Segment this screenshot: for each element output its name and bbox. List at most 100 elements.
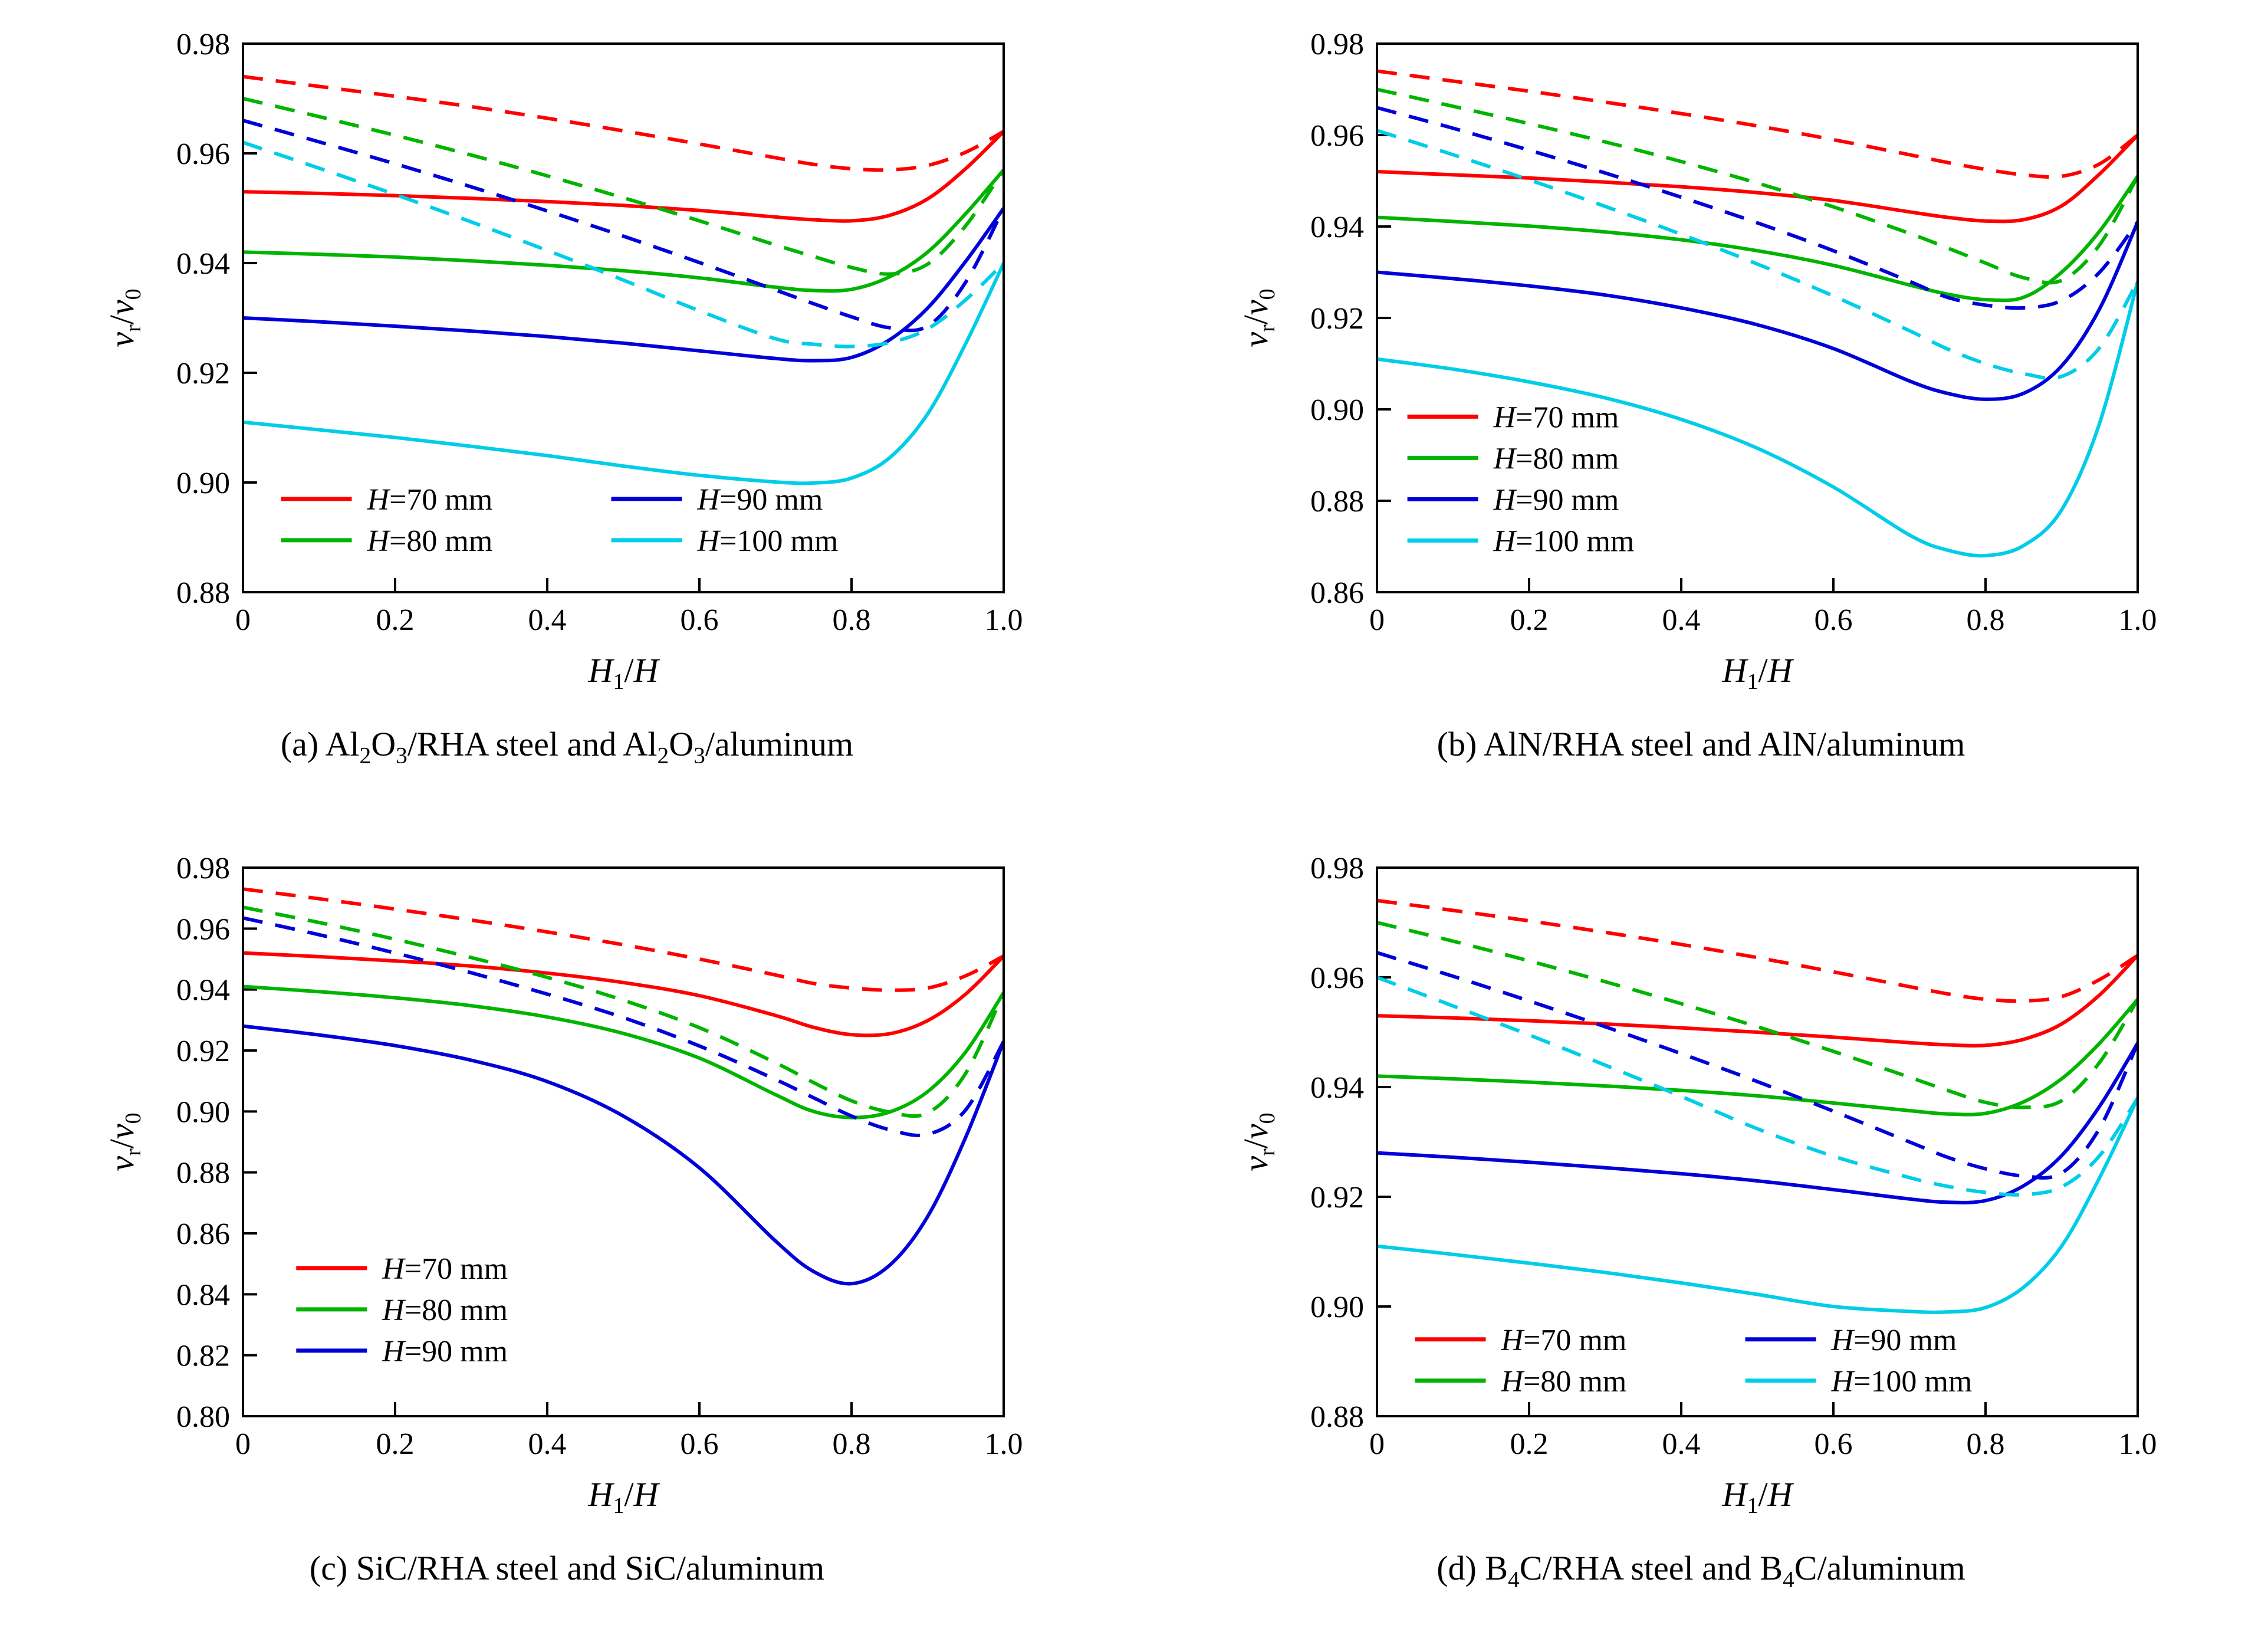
chart-b: 0 0.2 0.4 0.6 0.8 1.0 0.86 0.88 0.90 0.92 0.94 0.96… — [1237, 28, 2157, 694]
y-tick-label: 0.94 — [1310, 211, 1364, 244]
legend-label: H=100 mm — [696, 524, 838, 558]
x-tick-label: 0.8 — [832, 603, 870, 637]
x-tick-label: 1.0 — [984, 1427, 1023, 1461]
series-line — [242, 97, 1004, 276]
series-line — [242, 916, 1004, 1137]
series-line — [242, 168, 1004, 293]
series-line — [242, 984, 1004, 1120]
axis-frame — [241, 42, 1005, 593]
series-line — [1376, 898, 2138, 1003]
series-line — [1376, 281, 2138, 558]
x-tick-label: 1.0 — [2118, 1427, 2157, 1461]
y-tick-label: 0.84 — [176, 1278, 230, 1312]
y-axis-label: vr/v0 — [1237, 1112, 1280, 1171]
y-tick-label: 0.86 — [176, 1217, 230, 1251]
legend-label: H=90 mm — [382, 1335, 508, 1368]
x-axis-label: H1/H — [1721, 651, 1794, 694]
chart-d: 0 0.2 0.4 0.6 0.8 1.0 0.88 0.90 0.92 0.94 0.96 0.98… — [1237, 852, 2157, 1518]
y-tick-label: 0.82 — [176, 1340, 230, 1373]
y-tick-label: 0.94 — [1310, 1071, 1364, 1105]
series-line — [242, 207, 1004, 363]
y-tick-label: 0.98 — [176, 28, 230, 61]
series-line — [1376, 976, 2138, 1197]
y-tick-label: 0.92 — [1310, 1181, 1364, 1214]
y-tick-label: 0.96 — [1310, 961, 1364, 995]
x-tick-label: 0.6 — [680, 1427, 718, 1461]
series-line — [242, 74, 1004, 172]
legend-label: H=70 mm — [1493, 400, 1619, 434]
panel-a: 0 0.2 0.4 0.6 0.8 1.0 0.88 0.90 0.92 0.94 0.96 0.98… — [0, 0, 1134, 824]
legend-label: H=90 mm — [1493, 483, 1619, 517]
x-tick-label: 0.2 — [1510, 603, 1548, 637]
legend-label: H=100 mm — [1493, 524, 1634, 558]
caption-c: (c) SiC/RHA steel and SiC/aluminum — [309, 1549, 825, 1587]
y-tick-label: 0.98 — [1310, 28, 1364, 61]
series-line — [242, 130, 1004, 223]
x-tick-label: 1.0 — [984, 603, 1023, 637]
y-tick-label: 0.88 — [1310, 485, 1364, 518]
y-tick-label: 0.98 — [1310, 852, 1364, 885]
legend-label: H=90 mm — [696, 483, 823, 517]
x-tick-label: 0.8 — [832, 1427, 870, 1461]
x-tick-label: 0 — [235, 1427, 251, 1461]
x-axis-label: H1/H — [587, 651, 660, 694]
x-tick-label: 0.2 — [376, 1427, 414, 1461]
series-line — [1376, 951, 2138, 1180]
y-tick-label: 0.86 — [1310, 576, 1364, 610]
legend-label: H=70 mm — [1500, 1324, 1626, 1357]
caption-a: (a) Al2O3/RHA steel and Al2O3/aluminum — [280, 725, 854, 769]
legend-label: H=80 mm — [1500, 1365, 1626, 1398]
y-tick-label: 0.98 — [176, 852, 230, 885]
y-tick-label: 0.94 — [176, 247, 230, 281]
series-line — [1376, 175, 2138, 303]
series-line — [1376, 133, 2138, 224]
x-tick-label: 0.8 — [1966, 1427, 2004, 1461]
series-line — [242, 905, 1004, 1118]
y-axis-label: vr/v0 — [103, 288, 146, 347]
y-axis-label: vr/v0 — [1237, 288, 1280, 347]
x-axis-label: H1/H — [1721, 1475, 1794, 1518]
axis-frame — [241, 866, 1005, 1417]
y-tick-label: 0.96 — [1310, 119, 1364, 153]
legend-label: H=100 mm — [1830, 1365, 1972, 1398]
legend-label: H=80 mm — [1493, 442, 1619, 475]
series-line — [242, 1024, 1004, 1286]
y-tick-label: 0.88 — [176, 1157, 230, 1190]
x-tick-label: 0.6 — [1814, 603, 1852, 637]
y-tick-label: 0.90 — [176, 467, 230, 500]
x-tick-label: 0.4 — [1662, 603, 1700, 637]
x-tick-label: 0.4 — [1662, 1427, 1700, 1461]
legend-label: H=80 mm — [382, 1294, 508, 1327]
series-line — [1376, 1097, 2138, 1314]
legend-label: H=70 mm — [382, 1252, 508, 1286]
legend-label: H=90 mm — [1830, 1324, 1957, 1357]
series-line — [1376, 129, 2138, 380]
x-tick-label: 0 — [1369, 603, 1385, 637]
x-tick-label: 0.4 — [528, 1427, 566, 1461]
y-tick-label: 0.92 — [176, 1035, 230, 1068]
x-tick-label: 0 — [1369, 1427, 1385, 1461]
y-tick-label: 0.90 — [1310, 393, 1364, 427]
x-tick-label: 0.2 — [1510, 1427, 1548, 1461]
series-line — [1376, 998, 2138, 1117]
y-tick-label: 0.88 — [1310, 1400, 1364, 1434]
y-tick-label: 0.92 — [1310, 302, 1364, 336]
y-tick-label: 0.96 — [176, 912, 230, 946]
series-line — [1376, 87, 2138, 285]
y-axis-label: vr/v0 — [103, 1112, 146, 1171]
series-line — [1376, 954, 2138, 1048]
caption-d: (d) B4C/RHA steel and B4C/aluminum — [1437, 1549, 1965, 1593]
y-tick-label: 0.90 — [1310, 1291, 1364, 1324]
series-line — [1376, 221, 2138, 401]
series-line — [242, 119, 1004, 333]
x-tick-label: 0.6 — [680, 603, 718, 637]
x-tick-label: 0.2 — [376, 603, 414, 637]
caption-b: (b) AlN/RHA steel and AlN/aluminum — [1437, 725, 1965, 763]
y-tick-label: 0.94 — [176, 974, 230, 1007]
y-tick-label: 0.80 — [176, 1400, 230, 1434]
x-tick-label: 0 — [235, 603, 251, 637]
x-tick-label: 0.4 — [528, 603, 566, 637]
series-line — [1376, 1042, 2138, 1204]
series-line — [242, 887, 1004, 992]
